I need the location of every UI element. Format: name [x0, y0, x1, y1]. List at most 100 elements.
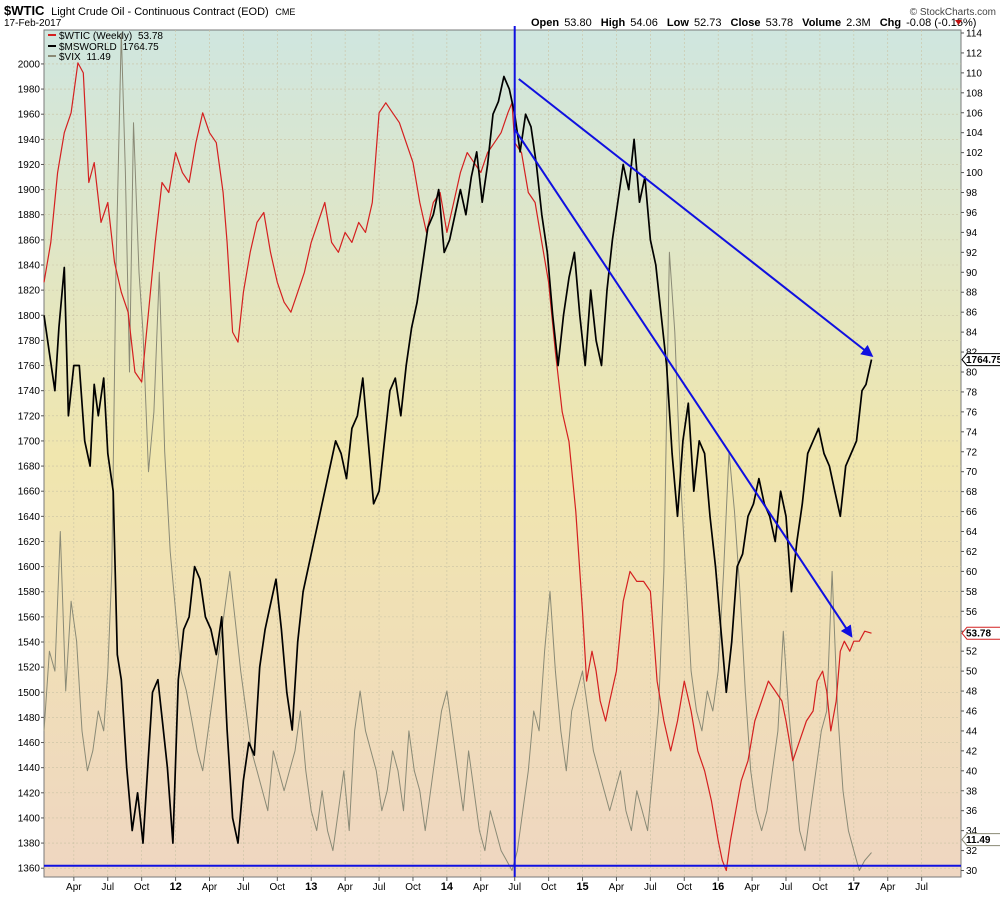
right-tick-label: 74 — [966, 427, 978, 438]
left-tick-label: 1480 — [18, 713, 41, 724]
x-tick-label: Apr — [202, 882, 218, 893]
open-label: Open — [531, 17, 559, 29]
x-tick-label: Apr — [66, 882, 82, 893]
right-tick-label: 98 — [966, 188, 978, 199]
x-tick-label: Oct — [405, 882, 421, 893]
series-line-vix — [43, 32, 872, 871]
left-tick-label: 1640 — [18, 512, 41, 523]
header-date: 17-Feb-2017 — [4, 18, 62, 29]
right-tick-label: 108 — [966, 88, 983, 99]
right-tick-label: 80 — [966, 367, 978, 378]
right-tick-label: 90 — [966, 268, 978, 279]
open-value: 53.80 — [564, 17, 592, 29]
header-line: $WTIC Light Crude Oil - Continuous Contr… — [4, 3, 295, 18]
right-tick-label: 44 — [966, 726, 978, 737]
left-tick-label: 1900 — [18, 185, 41, 196]
quote-bar: Open 53.80 High 54.06 Low 52.73 Close 53… — [531, 17, 976, 29]
left-tick-label: 1920 — [18, 160, 41, 171]
series-line-msworld — [43, 75, 873, 844]
x-tick-label: Oct — [541, 882, 557, 893]
x-tick-label: Jul — [644, 882, 657, 893]
right-tick-label: 60 — [966, 567, 978, 578]
down-arrow-icon — [955, 20, 962, 25]
legend: $WTIC (Weekly) 53.78 $MSWORLD 1764.75 $V… — [48, 31, 163, 63]
left-tick-label: 1660 — [18, 487, 41, 498]
close-value: 53.78 — [766, 17, 794, 29]
left-tick-label: 1760 — [18, 361, 41, 372]
chg-value: -0.08 (-0.15%) — [906, 17, 976, 29]
low-label: Low — [667, 17, 689, 29]
left-tick-label: 1780 — [18, 336, 41, 347]
watermark: © StockCharts.com — [910, 7, 996, 18]
right-tick-label: 110 — [966, 68, 982, 79]
right-tick-label: 86 — [966, 308, 978, 319]
trendline-lower-arrow — [513, 128, 853, 638]
x-tick-label: Oct — [270, 882, 286, 893]
left-tick-label: 1860 — [18, 235, 41, 246]
left-tick-label: 1440 — [18, 763, 41, 774]
left-tick-label: 1680 — [18, 462, 41, 473]
left-tick-label: 2000 — [18, 59, 41, 70]
left-tick-label: 1800 — [18, 311, 41, 322]
right-tick-label: 30 — [966, 866, 978, 877]
right-tick-label: 92 — [966, 248, 978, 259]
right-tick-label: 46 — [966, 706, 978, 717]
right-tick-label: 62 — [966, 547, 978, 558]
right-tick-label: 104 — [966, 128, 983, 139]
legend-item-vix: $VIX 11.49 — [59, 52, 111, 63]
x-tick-label: Jul — [101, 882, 114, 893]
series-layer — [43, 32, 873, 872]
x-axis: Apr Jul Oct 12 Apr Jul Oct 13 Apr Jul Oct 14 Apr Jul O… — [66, 877, 928, 893]
right-tick-label: 72 — [966, 447, 978, 458]
right-tick-label: 40 — [966, 766, 978, 777]
right-tick-label: 82 — [966, 348, 978, 359]
right-tick-label: 114 — [966, 28, 982, 39]
x-tick-label: 14 — [441, 881, 454, 893]
x-tick-label: Apr — [337, 882, 353, 893]
right-tick-label: 112 — [966, 48, 982, 59]
x-tick-label: Apr — [609, 882, 625, 893]
right-tick-label: 56 — [966, 607, 978, 618]
last-tag-msworld — [961, 353, 1000, 367]
x-tick-label: 13 — [305, 881, 317, 893]
right-tick-label: 66 — [966, 507, 978, 518]
last-tag-vix-text: 11.49 — [966, 835, 991, 846]
x-tick-label: Oct — [812, 882, 828, 893]
right-tick-label: 64 — [966, 527, 978, 538]
left-tick-label: 1820 — [18, 286, 41, 297]
volume-value: 2.3M — [846, 17, 870, 29]
close-label: Close — [731, 17, 761, 29]
left-tick-label: 1600 — [18, 562, 41, 573]
left-tick-label: 1980 — [18, 85, 41, 96]
left-tick-label: 1520 — [18, 663, 41, 674]
right-tick-label: 50 — [966, 667, 978, 678]
right-tick-label: 58 — [966, 587, 978, 598]
right-tick-label: 106 — [966, 108, 983, 119]
x-tick-label: 16 — [712, 881, 724, 893]
x-tick-label: Jul — [373, 882, 386, 893]
right-tick-label: 70 — [966, 467, 978, 478]
last-tag-vix — [961, 833, 1000, 847]
right-tick-label: 48 — [966, 687, 978, 698]
x-tick-label: Apr — [744, 882, 760, 893]
low-value: 52.73 — [694, 17, 722, 29]
last-tag-wtic — [961, 626, 1000, 640]
grid — [44, 30, 961, 877]
high-label: High — [601, 17, 626, 29]
header-symbol: $WTIC — [4, 3, 45, 18]
left-tick-label: 1380 — [18, 839, 41, 850]
x-tick-label: Jul — [508, 882, 521, 893]
x-tick-label: 17 — [848, 881, 860, 893]
header-exchange: CME — [275, 7, 295, 17]
right-tick-label: 36 — [966, 806, 978, 817]
last-tag-msworld-text: 1764.75 — [966, 355, 1000, 366]
right-tick-label: 42 — [966, 746, 978, 757]
left-tick-label: 1740 — [18, 386, 41, 397]
left-tick-label: 1360 — [18, 864, 41, 875]
right-tick-label: 94 — [966, 228, 978, 239]
left-tick-label: 1460 — [18, 738, 41, 749]
left-tick-label: 1960 — [18, 110, 41, 121]
right-tick-label: 78 — [966, 387, 978, 398]
